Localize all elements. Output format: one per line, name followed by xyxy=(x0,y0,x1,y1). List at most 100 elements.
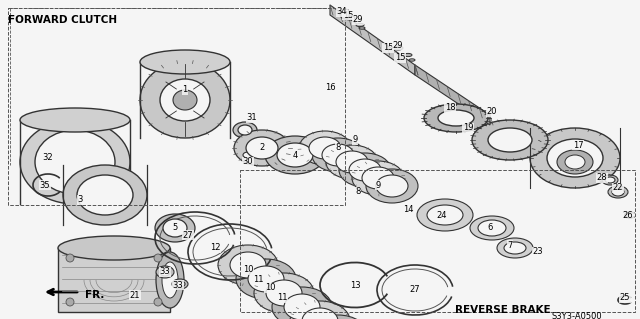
Ellipse shape xyxy=(238,125,252,135)
Ellipse shape xyxy=(404,53,412,56)
Ellipse shape xyxy=(58,236,170,260)
Ellipse shape xyxy=(173,90,197,110)
Ellipse shape xyxy=(254,273,314,313)
Ellipse shape xyxy=(409,59,415,61)
Ellipse shape xyxy=(427,205,463,225)
Text: 3: 3 xyxy=(77,196,83,204)
Text: 15: 15 xyxy=(383,43,393,53)
Ellipse shape xyxy=(359,27,365,29)
Ellipse shape xyxy=(154,254,162,262)
Text: 10: 10 xyxy=(243,265,253,275)
Ellipse shape xyxy=(478,220,506,236)
Text: 14: 14 xyxy=(403,205,413,214)
Text: 21: 21 xyxy=(130,291,140,300)
Ellipse shape xyxy=(472,120,548,160)
Ellipse shape xyxy=(349,159,381,181)
Text: 27: 27 xyxy=(410,286,420,294)
Ellipse shape xyxy=(488,128,532,152)
Ellipse shape xyxy=(302,308,338,319)
Text: 29: 29 xyxy=(393,41,403,49)
Ellipse shape xyxy=(272,287,332,319)
Text: 15: 15 xyxy=(395,54,405,63)
Text: 19: 19 xyxy=(463,123,473,132)
Ellipse shape xyxy=(155,214,195,242)
Ellipse shape xyxy=(248,266,284,292)
Ellipse shape xyxy=(233,122,257,138)
Ellipse shape xyxy=(140,62,230,138)
Text: 27: 27 xyxy=(182,231,193,240)
Text: 16: 16 xyxy=(324,84,335,93)
Text: 25: 25 xyxy=(620,293,630,302)
Text: 30: 30 xyxy=(243,158,253,167)
Ellipse shape xyxy=(352,161,404,195)
Ellipse shape xyxy=(246,137,278,159)
Ellipse shape xyxy=(172,279,188,289)
Ellipse shape xyxy=(63,165,147,225)
Ellipse shape xyxy=(156,266,174,278)
Text: 22: 22 xyxy=(612,183,623,192)
Ellipse shape xyxy=(336,151,368,173)
Text: 31: 31 xyxy=(246,114,257,122)
Ellipse shape xyxy=(156,252,184,308)
Ellipse shape xyxy=(376,175,408,197)
Text: 23: 23 xyxy=(532,248,543,256)
Text: 32: 32 xyxy=(43,153,53,162)
Text: 12: 12 xyxy=(210,243,220,253)
Ellipse shape xyxy=(240,150,256,160)
Ellipse shape xyxy=(312,138,364,172)
Ellipse shape xyxy=(299,131,351,165)
Ellipse shape xyxy=(438,110,474,126)
Ellipse shape xyxy=(20,120,130,204)
Ellipse shape xyxy=(322,144,354,166)
Ellipse shape xyxy=(356,23,364,26)
Ellipse shape xyxy=(326,145,378,179)
Ellipse shape xyxy=(266,280,302,306)
Text: 35: 35 xyxy=(40,181,51,189)
Ellipse shape xyxy=(612,188,624,196)
Text: 2: 2 xyxy=(259,144,264,152)
Ellipse shape xyxy=(497,238,533,258)
Ellipse shape xyxy=(230,252,266,278)
Text: 11: 11 xyxy=(276,293,287,302)
Text: 15: 15 xyxy=(343,11,353,19)
Text: 29: 29 xyxy=(353,16,364,25)
Ellipse shape xyxy=(345,16,355,20)
Ellipse shape xyxy=(66,298,74,306)
Text: 10: 10 xyxy=(265,284,275,293)
Polygon shape xyxy=(330,5,415,75)
Ellipse shape xyxy=(277,143,313,167)
Ellipse shape xyxy=(309,137,341,159)
Ellipse shape xyxy=(35,130,115,194)
Ellipse shape xyxy=(366,169,418,203)
Ellipse shape xyxy=(417,199,473,231)
Ellipse shape xyxy=(557,150,593,174)
Text: 6: 6 xyxy=(487,224,493,233)
Text: 4: 4 xyxy=(292,151,298,160)
Text: 33: 33 xyxy=(173,280,184,290)
Text: 20: 20 xyxy=(487,108,497,116)
Ellipse shape xyxy=(160,268,170,276)
Text: 9: 9 xyxy=(353,136,358,145)
Text: 7: 7 xyxy=(508,241,513,249)
Ellipse shape xyxy=(154,298,162,306)
Text: 1: 1 xyxy=(182,85,188,94)
Polygon shape xyxy=(415,65,490,125)
Ellipse shape xyxy=(362,167,394,189)
Text: 11: 11 xyxy=(253,276,263,285)
Ellipse shape xyxy=(218,245,278,285)
Text: 28: 28 xyxy=(596,174,607,182)
Ellipse shape xyxy=(236,259,296,299)
Ellipse shape xyxy=(308,315,368,319)
Ellipse shape xyxy=(265,136,325,174)
Text: 9: 9 xyxy=(376,181,381,189)
Text: FR.: FR. xyxy=(85,290,104,300)
Ellipse shape xyxy=(66,254,74,262)
Ellipse shape xyxy=(243,152,253,158)
Ellipse shape xyxy=(602,175,618,185)
Text: 13: 13 xyxy=(349,280,360,290)
Ellipse shape xyxy=(163,219,187,237)
Ellipse shape xyxy=(284,294,320,319)
Text: 8: 8 xyxy=(335,144,340,152)
Ellipse shape xyxy=(393,46,403,50)
Ellipse shape xyxy=(504,242,526,254)
